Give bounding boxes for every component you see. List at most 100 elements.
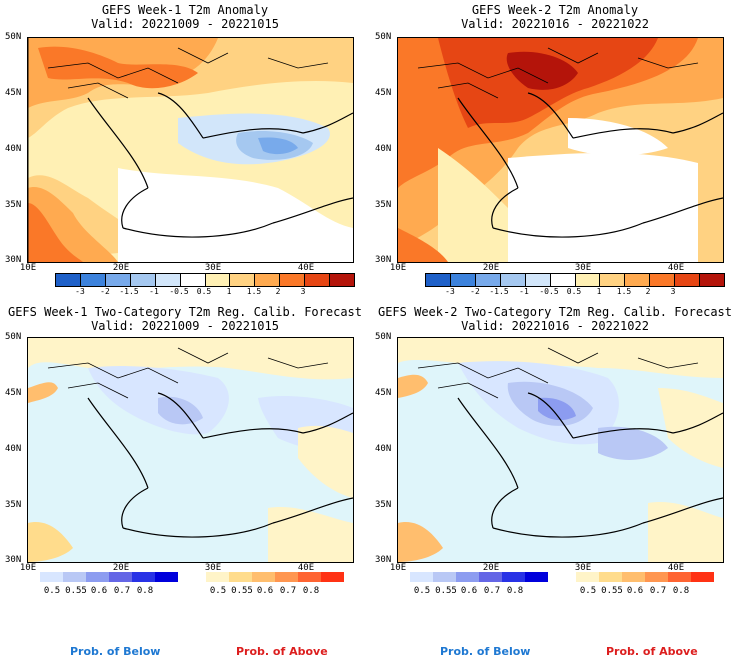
panel-title: GEFS Week-2 T2m Anomaly — [471, 3, 639, 17]
panel-valid-dates: Valid: 20221009 - 20221015 — [91, 319, 279, 333]
colorbar-cell — [599, 572, 622, 582]
lat-label: 30N — [5, 255, 22, 265]
colorbar-label: 1 — [226, 287, 232, 296]
colorbar-cell — [645, 572, 668, 582]
colorbar-label: 0.6 — [460, 586, 478, 596]
colorbar-label: 1.5 — [246, 287, 262, 296]
colorbar-cell — [86, 572, 109, 582]
lat-label: 35N — [375, 200, 392, 210]
colorbar-label: -0.5 — [539, 287, 559, 296]
lat-label: 40N — [5, 444, 22, 454]
colorbar-cell — [155, 274, 181, 286]
colorbar-cell — [675, 274, 701, 286]
colorbar-cell — [280, 274, 306, 286]
colorbar-label: 0.8 — [136, 586, 154, 596]
colorbar-cell — [130, 274, 156, 286]
colorbar-cell — [155, 572, 178, 582]
lat-label: 30N — [375, 555, 392, 565]
colorbar-cell — [456, 572, 479, 582]
colorbar-label: 0.5 — [196, 287, 212, 296]
colorbar-label: 2 — [275, 287, 281, 296]
colorbar-cell — [691, 572, 714, 582]
colorbar-label: 0.6 — [256, 586, 274, 596]
colorbar-cell — [426, 274, 451, 286]
lon-label: 40E — [297, 563, 315, 573]
colorbar-cell — [576, 572, 599, 582]
colorbar-label: -1.5 — [119, 287, 139, 296]
colorbar-cell — [255, 274, 281, 286]
lon-label: 10E — [389, 563, 407, 573]
panel-valid-dates: Valid: 20221016 - 20221022 — [461, 319, 649, 333]
lon-label: 30E — [574, 263, 592, 273]
lat-label: 50N — [5, 32, 22, 42]
lon-label: 10E — [19, 563, 37, 573]
lon-label: 30E — [204, 263, 222, 273]
colorbar-label: -0.5 — [169, 287, 189, 296]
panel-title: GEFS Week-1 T2m Anomaly — [101, 3, 269, 17]
colorbar-cell — [252, 572, 275, 582]
lat-label: 50N — [375, 332, 392, 342]
colorbar-cell — [230, 274, 256, 286]
colorbar-label: 0.7 — [113, 586, 131, 596]
lat-label: 30N — [375, 255, 392, 265]
footer-prob-below-left: Prob. of Below — [70, 645, 161, 658]
colorbar-label: 0.6 — [90, 586, 108, 596]
colorbar-label: 0.8 — [672, 586, 690, 596]
lon-label: 40E — [667, 563, 685, 573]
lon-label: 30E — [204, 563, 222, 573]
colorbar-cell — [132, 572, 155, 582]
lat-label: 50N — [5, 332, 22, 342]
colorbar-label: 1.5 — [616, 287, 632, 296]
lat-label: 40N — [375, 444, 392, 454]
colorbar-cell — [180, 274, 206, 286]
probability-map-week2 — [397, 337, 724, 563]
colorbar-cell — [63, 572, 86, 582]
colorbar-cell — [205, 274, 231, 286]
lat-label: 35N — [375, 500, 392, 510]
colorbar-cell — [479, 572, 502, 582]
colorbar-cell — [330, 274, 355, 286]
lon-label: 20E — [112, 563, 130, 573]
footer-prob-below-right: Prob. of Below — [440, 645, 531, 658]
lat-label: 40N — [5, 144, 22, 154]
lon-label: 10E — [19, 263, 37, 273]
colorbar-label: 3 — [670, 287, 676, 296]
lat-label: 45N — [375, 388, 392, 398]
colorbar-cell — [275, 572, 298, 582]
prob-above-colorbar — [576, 572, 714, 582]
colorbar-label: 0.5 — [209, 586, 227, 596]
footer-prob-above-left: Prob. of Above — [236, 645, 328, 658]
colorbar-cell — [109, 572, 132, 582]
colorbar-label: 0.55 — [65, 586, 87, 596]
colorbar-cell — [600, 274, 626, 286]
panel-title: GEFS Week-2 Two-Category T2m Reg. Calib.… — [377, 305, 732, 319]
anomaly-colorbar — [425, 273, 725, 287]
colorbar-cell — [700, 274, 725, 286]
anomaly-map-week2 — [397, 37, 724, 263]
colorbar-cell — [229, 572, 252, 582]
lat-label: 35N — [5, 200, 22, 210]
colorbar-label: 0.7 — [483, 586, 501, 596]
panel-week1-probability: GEFS Week-1 Two-Category T2m Reg. Calib.… — [0, 300, 370, 600]
lat-label: 45N — [375, 88, 392, 98]
colorbar-cell — [550, 274, 576, 286]
lat-label: 35N — [5, 500, 22, 510]
colorbar-cell — [410, 572, 433, 582]
colorbar-cell — [56, 274, 81, 286]
colorbar-label: 0.55 — [435, 586, 457, 596]
colorbar-label: 0.5 — [413, 586, 431, 596]
panel-valid-dates: Valid: 20221009 - 20221015 — [91, 17, 279, 31]
colorbar-label: 0.5 — [579, 586, 597, 596]
colorbar-label: 0.6 — [626, 586, 644, 596]
colorbar-label: 3 — [300, 287, 306, 296]
lon-label: 40E — [297, 263, 315, 273]
lat-label: 40N — [375, 144, 392, 154]
colorbar-cell — [321, 572, 344, 582]
panel-valid-dates: Valid: 20221016 - 20221022 — [461, 17, 649, 31]
colorbar-label: 0.5 — [43, 586, 61, 596]
colorbar-label: 0.8 — [506, 586, 524, 596]
lon-label: 30E — [574, 563, 592, 573]
colorbar-label: 2 — [645, 287, 651, 296]
colorbar-cell — [650, 274, 676, 286]
prob-below-colorbar — [410, 572, 548, 582]
